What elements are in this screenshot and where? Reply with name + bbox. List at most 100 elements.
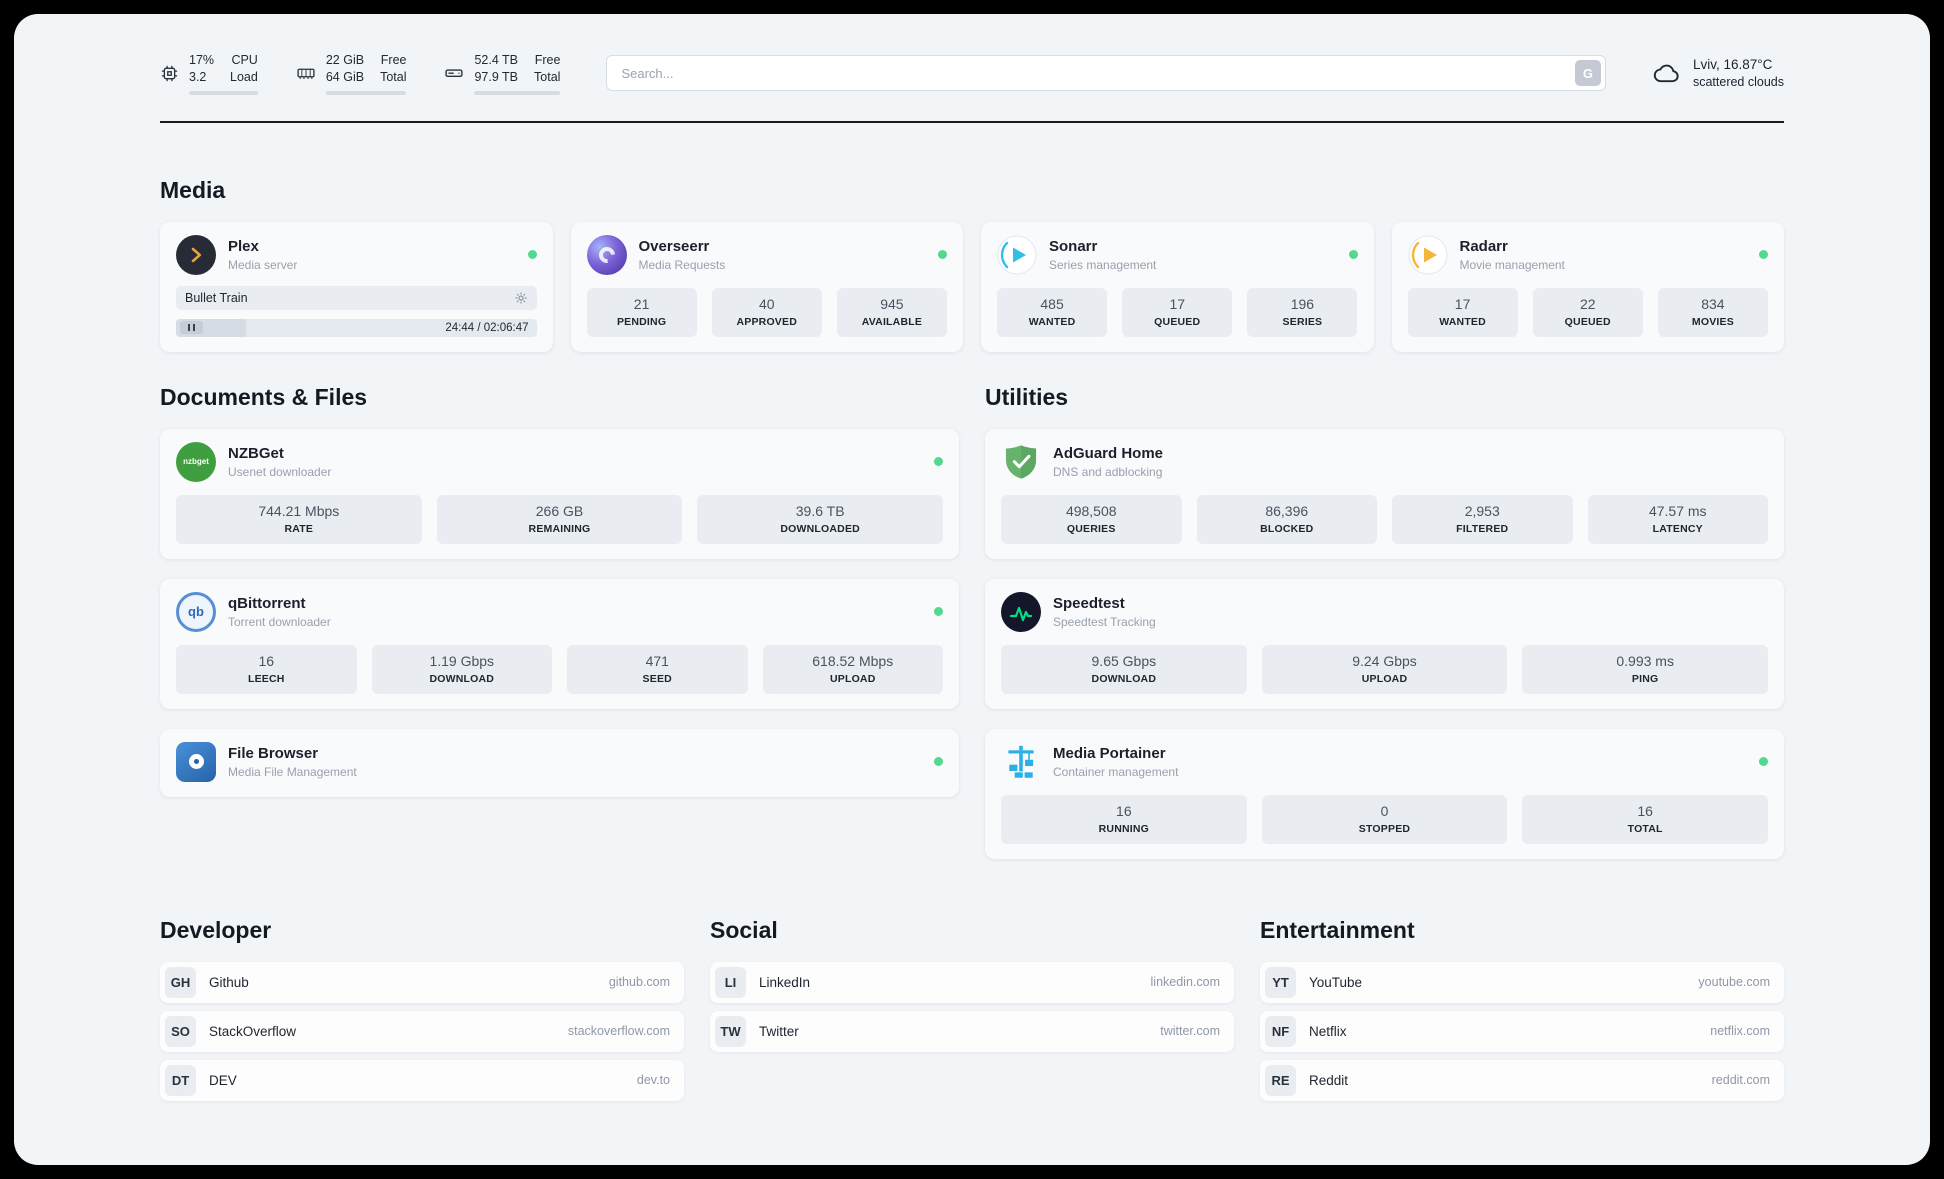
- stat-box: 2,953 FILTERED: [1392, 494, 1573, 544]
- stat-box: 0 STOPPED: [1261, 794, 1508, 844]
- bookmark-url: stackoverflow.com: [567, 1024, 670, 1039]
- bookmark-reddit[interactable]: RE Reddit reddit.com: [1260, 1059, 1784, 1101]
- bookmark-github[interactable]: GH Github github.com: [160, 961, 684, 1003]
- system-monitors: 17% CPU 3.2 Load: [160, 52, 561, 95]
- stat-label: RUNNING: [1098, 822, 1150, 835]
- stat-value: 9.65 Gbps: [1091, 652, 1157, 669]
- stat-value: 16: [1637, 802, 1653, 819]
- bookmark-abbr: RE: [1265, 1064, 1296, 1096]
- stat-value: 266 GB: [535, 502, 584, 519]
- stat-value: 945: [880, 295, 904, 312]
- stat-value: 2,953: [1464, 502, 1500, 519]
- bookmark-abbr: GH: [165, 966, 196, 998]
- hard-drive-icon: [444, 63, 464, 83]
- dashboard-page: 17% CPU 3.2 Load: [14, 14, 1930, 1165]
- app-name: NZBGet: [228, 444, 284, 462]
- bookmark-youtube[interactable]: YT YouTube youtube.com: [1260, 961, 1784, 1003]
- bookmark-name: Netflix: [1309, 1023, 1347, 1039]
- bookmark-abbr: SO: [165, 1015, 196, 1047]
- stat-label: APPROVED: [736, 315, 797, 328]
- service-card-qbittorrent[interactable]: qb qBittorrent Torrent downloader 16 LEE…: [160, 578, 959, 709]
- search-engine-button[interactable]: G: [1574, 60, 1601, 87]
- service-card-portainer[interactable]: Media Portainer Container management 16 …: [985, 728, 1784, 859]
- stat-value: 0: [1380, 802, 1389, 819]
- stat-box: 47.57 ms LATENCY: [1587, 494, 1768, 544]
- speedtest-icon: [1001, 591, 1041, 632]
- bookmark-dev[interactable]: DT DEV dev.to: [160, 1059, 684, 1101]
- bookmark-twitter[interactable]: TW Twitter twitter.com: [710, 1010, 1234, 1052]
- stat-box: 1.19 Gbps DOWNLOAD: [371, 644, 552, 694]
- section-title-media: Media: [160, 176, 226, 203]
- stat-label: FILTERED: [1456, 522, 1509, 535]
- service-card-filebrowser[interactable]: File Browser Media File Management: [160, 728, 959, 797]
- app-name: Media Portainer: [1053, 744, 1166, 762]
- overseerr-icon: [586, 234, 627, 275]
- bookmark-netflix[interactable]: NF Netflix netflix.com: [1260, 1010, 1784, 1052]
- weather-widget: Lviv, 16.87°C scattered clouds: [1652, 57, 1784, 89]
- app-subtitle: Media File Management: [228, 764, 357, 779]
- cpu-load-value: 3.2: [189, 69, 207, 84]
- app-subtitle: Container management: [1053, 764, 1179, 779]
- plex-icon: [176, 234, 216, 275]
- section-title-utilities: Utilities: [985, 383, 1069, 410]
- service-card-adguard[interactable]: AdGuard Home DNS and adblocking 498,508 …: [985, 428, 1784, 559]
- bookmark-stackoverflow[interactable]: SO StackOverflow stackoverflow.com: [160, 1010, 684, 1052]
- stat-value: 16: [258, 652, 275, 669]
- stat-label: QUEUED: [1564, 315, 1611, 328]
- bookmark-name: Twitter: [759, 1023, 799, 1039]
- playback-progress-bar[interactable]: 24:44 / 02:06:47: [176, 318, 537, 337]
- ram-total-value: 64 GiB: [325, 69, 365, 84]
- stat-box: 196 SERIES: [1247, 287, 1358, 337]
- status-online-dot: [527, 250, 537, 260]
- service-card-sonarr[interactable]: Sonarr Series management 485 WANTED 17 Q…: [981, 221, 1374, 352]
- stat-value: 16: [1116, 802, 1132, 819]
- bookmark-url: linkedin.com: [1150, 975, 1220, 990]
- cpu-load-label: Load: [230, 69, 258, 84]
- search-input[interactable]: [606, 55, 1606, 92]
- radarr-icon: [1408, 235, 1448, 275]
- stat-value: 39.6 TB: [795, 502, 845, 519]
- bookmark-abbr: YT: [1265, 966, 1296, 998]
- service-card-nzbget[interactable]: nzbget NZBGet Usenet downloader 744.21 M…: [160, 428, 959, 559]
- app-subtitle: Speedtest Tracking: [1053, 614, 1156, 629]
- filebrowser-icon: [176, 741, 216, 782]
- app-name: Plex: [228, 237, 259, 255]
- weather-location: Lviv, 16.87°C: [1692, 57, 1773, 73]
- stat-box: 22 QUEUED: [1532, 287, 1643, 337]
- app-subtitle: DNS and adblocking: [1053, 464, 1163, 479]
- disk-progress-bar: [474, 90, 561, 95]
- search-bar: G: [606, 55, 1606, 92]
- stat-value: 86,396: [1265, 502, 1309, 519]
- service-card-speedtest[interactable]: Speedtest Speedtest Tracking 9.65 Gbps D…: [985, 578, 1784, 709]
- stat-value: 47.57 ms: [1648, 502, 1707, 519]
- disk-free-value: 52.4 TB: [474, 53, 519, 67]
- ram-monitor: 22 GiB Free 64 GiB Total: [296, 52, 407, 95]
- cpu-label: CPU: [231, 53, 258, 67]
- stat-label: QUERIES: [1066, 522, 1116, 535]
- stat-label: STOPPED: [1358, 822, 1411, 835]
- stat-box: 86,396 BLOCKED: [1196, 494, 1377, 544]
- stat-box: 16 LEECH: [176, 644, 357, 694]
- stat-box: 17 QUEUED: [1122, 287, 1233, 337]
- bookmark-name: YouTube: [1309, 974, 1363, 990]
- cpu-monitor: 17% CPU 3.2 Load: [160, 52, 258, 95]
- bookmark-linkedin[interactable]: LI LinkedIn linkedin.com: [710, 961, 1234, 1003]
- stat-value: 834: [1701, 295, 1725, 312]
- stat-box: 9.65 Gbps DOWNLOAD: [1001, 644, 1247, 694]
- stat-label: RATE: [284, 522, 314, 535]
- service-card-overseerr[interactable]: Overseerr Media Requests 21 PENDING 40 A…: [570, 221, 963, 352]
- stat-box: 945 AVAILABLE: [836, 287, 947, 337]
- app-subtitle: Usenet downloader: [228, 464, 332, 479]
- service-card-radarr[interactable]: Radarr Movie management 17 WANTED 22 QUE…: [1391, 221, 1784, 352]
- bookmark-name: LinkedIn: [759, 974, 811, 990]
- cpu-progress-bar: [189, 90, 258, 95]
- settings-gear-icon[interactable]: [514, 291, 528, 305]
- stat-label: SEED: [642, 672, 672, 685]
- status-online-dot: [934, 757, 943, 767]
- service-card-plex[interactable]: Plex Media server Bullet Train: [160, 221, 553, 352]
- section-title-developer: Developer: [160, 916, 272, 943]
- pause-icon[interactable]: [180, 321, 203, 335]
- stat-value: 17: [1169, 295, 1186, 312]
- stat-label: QUEUED: [1154, 315, 1201, 328]
- bookmark-url: netflix.com: [1710, 1024, 1770, 1039]
